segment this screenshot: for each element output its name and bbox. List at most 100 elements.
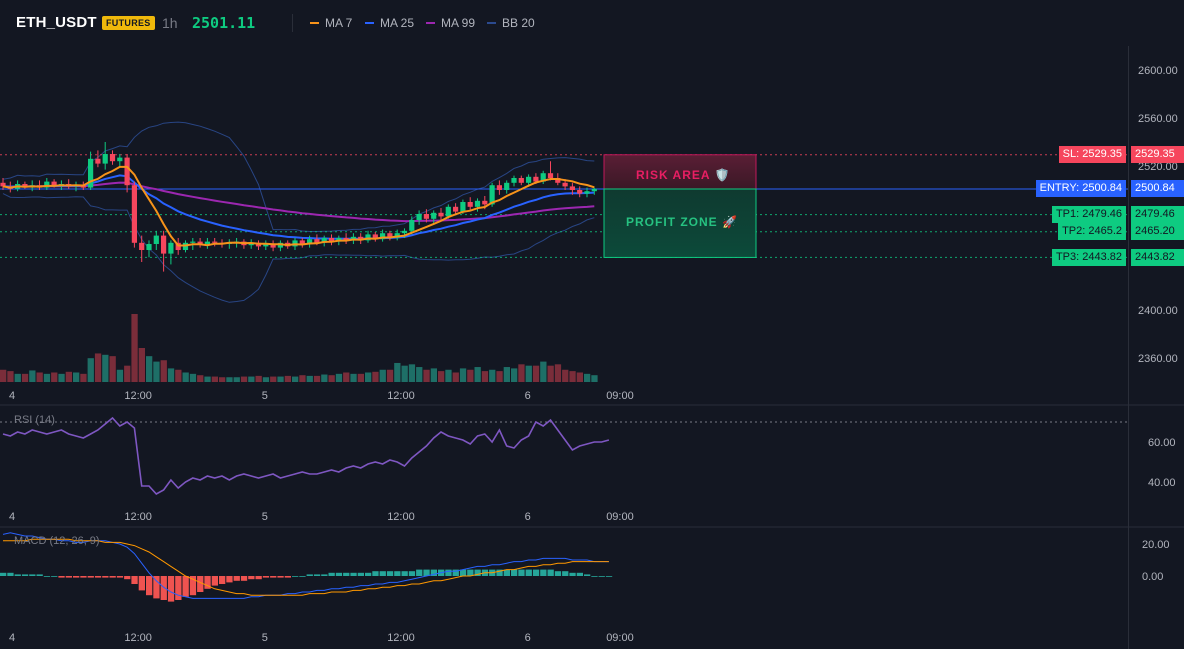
tp3-tag[interactable]: TP3: 2443.82 — [1051, 248, 1126, 266]
volume-bar — [94, 353, 102, 382]
volume-bar — [350, 373, 357, 382]
macd-histogram-bar — [226, 576, 233, 583]
price-x-tick: 5 — [262, 390, 268, 402]
volume-bar — [248, 376, 255, 382]
volume-bar — [562, 369, 569, 382]
macd-histogram-bar — [58, 576, 65, 578]
symbol-label[interactable]: ETH_USDT — [16, 14, 97, 31]
macd-histogram-bar — [394, 571, 401, 576]
volume-bar — [226, 377, 233, 382]
price-x-tick: 6 — [525, 390, 531, 402]
volume-bar — [197, 375, 204, 382]
macd-histogram-bar — [525, 569, 532, 576]
candle-body — [117, 157, 123, 162]
macd-histogram-bar — [379, 571, 386, 576]
volume-bar — [423, 369, 430, 382]
macd-histogram-bar — [350, 572, 357, 576]
macd-histogram-bar — [423, 569, 430, 576]
legend-ma7[interactable]: MA 7 — [310, 16, 352, 30]
volume-bar — [430, 368, 437, 382]
macd-histogram-bar — [496, 569, 503, 576]
macd-histogram-bar — [51, 576, 58, 577]
macd-histogram-bar — [321, 574, 328, 576]
macd-x-tick: 4 — [9, 632, 15, 644]
candle-body — [299, 240, 305, 244]
volume-bar — [547, 365, 554, 382]
candle-body — [270, 244, 276, 248]
macd-x-tick: 12:00 — [124, 632, 152, 644]
timeframe-label[interactable]: 1h — [162, 15, 178, 31]
macd-title: MACD (12, 26, 9) — [14, 535, 100, 547]
candle-body — [409, 220, 415, 231]
legend-ma99[interactable]: MA 99 — [426, 16, 475, 30]
price-axis-tick: 2520.00 — [1138, 161, 1178, 173]
candle-body — [453, 206, 459, 212]
candle-body — [204, 241, 210, 244]
rsi-x-tick: 12:00 — [124, 511, 152, 523]
candle-body — [445, 206, 451, 217]
macd-histogram-bar — [452, 569, 459, 576]
macd-line — [2, 532, 609, 599]
tp1-tag[interactable]: TP1: 2479.46 — [1051, 206, 1126, 224]
rsi-title: RSI (14) — [14, 414, 55, 426]
volume-bar — [7, 371, 14, 382]
candle-body — [307, 239, 313, 244]
candle-body — [387, 233, 393, 238]
volume-bar — [467, 369, 474, 382]
volume-bar — [211, 376, 218, 382]
macd-histogram-bar — [182, 576, 189, 597]
volume-bar — [481, 371, 489, 382]
candle-body — [190, 241, 196, 243]
candle-body — [153, 235, 159, 244]
macd-histogram-bar — [255, 576, 262, 580]
volume-bar — [584, 373, 591, 382]
rsi-x-tick: 4 — [9, 511, 15, 523]
macd-histogram-bar — [197, 576, 204, 592]
volume-bar — [401, 365, 408, 382]
macd-histogram-bar — [102, 576, 109, 578]
macd-histogram-bar — [416, 569, 423, 576]
candle-body — [197, 241, 203, 244]
macd-histogram-bar — [299, 576, 306, 577]
bb-upper-line — [2, 121, 595, 232]
macd-axis-tick: 0.00 — [1142, 571, 1163, 583]
volume-bar — [0, 369, 7, 382]
tp2-tag[interactable]: TP2: 2465.2 — [1058, 223, 1126, 241]
last-price: 2501.11 — [192, 14, 256, 32]
price-x-tick: 12:00 — [387, 390, 415, 402]
macd-histogram-bar — [408, 571, 416, 576]
candle-body — [416, 214, 422, 220]
legend-bb20[interactable]: BB 20 — [487, 16, 535, 30]
volume-bar — [292, 376, 299, 382]
volume-bar — [270, 376, 277, 382]
volume-bar — [503, 367, 510, 382]
macd-histogram-bar — [401, 571, 408, 576]
candle-body — [540, 173, 546, 182]
sl-tag[interactable]: SL: 2529.35 — [1058, 146, 1126, 164]
macd-histogram-bar — [73, 576, 80, 578]
profit-zone — [603, 188, 757, 258]
entry-tag[interactable]: ENTRY: 2500.84 — [1035, 180, 1126, 198]
volume-bar — [29, 370, 36, 382]
macd-histogram-bar — [131, 576, 138, 584]
volume-bar — [518, 364, 525, 382]
candle-body — [467, 202, 473, 207]
macd-signal-line — [3, 538, 609, 596]
macd-x-tick: 6 — [525, 632, 531, 644]
macd-histogram-bar — [445, 569, 452, 576]
candle-body — [124, 157, 130, 186]
volume-bar — [131, 314, 138, 382]
legend-ma25[interactable]: MA 25 — [365, 16, 414, 30]
candle-body — [372, 234, 378, 240]
macd-histogram-bar — [430, 569, 437, 576]
macd-histogram-bar — [554, 571, 562, 576]
candle-body — [131, 185, 137, 243]
macd-histogram-bar — [29, 574, 36, 576]
ma7-label: MA 7 — [325, 16, 353, 30]
macd-histogram-bar — [189, 576, 197, 596]
volume-bar — [321, 374, 328, 382]
candle-body — [263, 244, 269, 247]
macd-histogram-bar — [584, 574, 591, 576]
macd-histogram-bar — [547, 569, 554, 576]
